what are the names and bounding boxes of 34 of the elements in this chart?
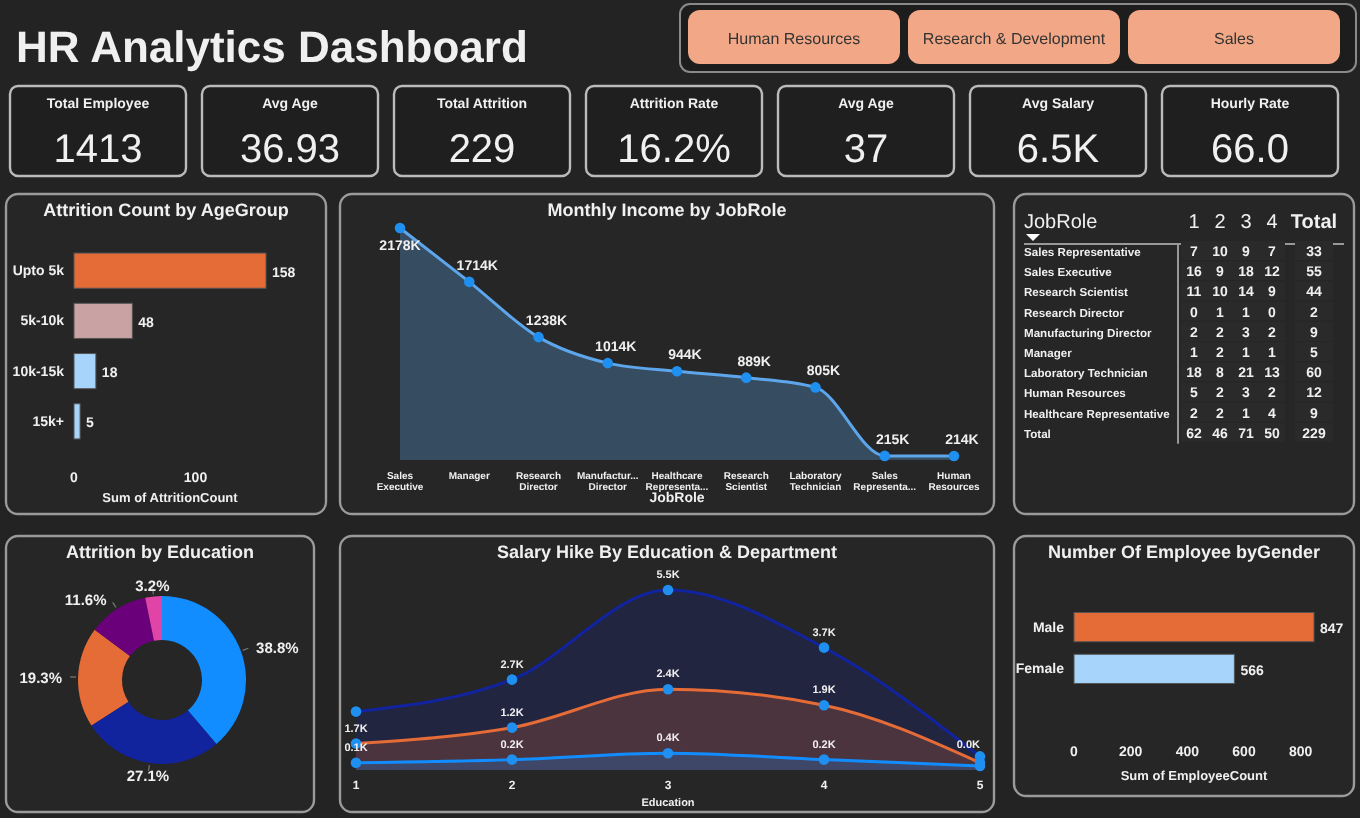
x-tick-label: 1 xyxy=(1188,212,1201,234)
bar xyxy=(73,353,97,390)
x-tick-label: 4 xyxy=(1266,212,1279,234)
chart-title: Attrition by Education xyxy=(66,542,254,562)
filter-button: Research & Development xyxy=(908,10,1120,64)
text: 37 xyxy=(843,128,889,172)
chart-title: Attrition Count by AgeGroup xyxy=(43,200,290,220)
x-tick-label: 2 xyxy=(1214,212,1227,234)
chart-title: Number Of Employee byGender xyxy=(1047,542,1322,562)
x-tick-label: 3 xyxy=(1240,212,1253,234)
point xyxy=(818,754,830,765)
text: 229 xyxy=(448,128,516,172)
x-tick-label: Total xyxy=(1290,212,1338,234)
point xyxy=(350,757,362,769)
bar xyxy=(73,302,133,339)
chart-title: Monthly Income by JobRole xyxy=(547,200,787,220)
filter-button: Human Resources xyxy=(688,10,900,64)
text: 6.5K xyxy=(1016,128,1100,172)
chart-title: Salary Hike By Education & Department xyxy=(496,542,838,562)
text: 16.2% xyxy=(617,128,731,172)
donut-slice xyxy=(91,701,217,764)
bar xyxy=(73,252,267,289)
donut-slice xyxy=(78,629,130,726)
donut-slice xyxy=(145,596,162,641)
point xyxy=(662,747,674,759)
text: 66.0 xyxy=(1211,128,1289,172)
y-axis-title: JobRole xyxy=(1024,212,1099,234)
text: 1413 xyxy=(53,128,143,172)
text: HR Analytics Dashboard xyxy=(16,22,528,72)
point xyxy=(506,754,518,765)
bar xyxy=(73,403,81,440)
donut-slice xyxy=(162,596,246,745)
filter-button: Sales xyxy=(1128,10,1340,64)
text: 36.93 xyxy=(239,128,341,172)
